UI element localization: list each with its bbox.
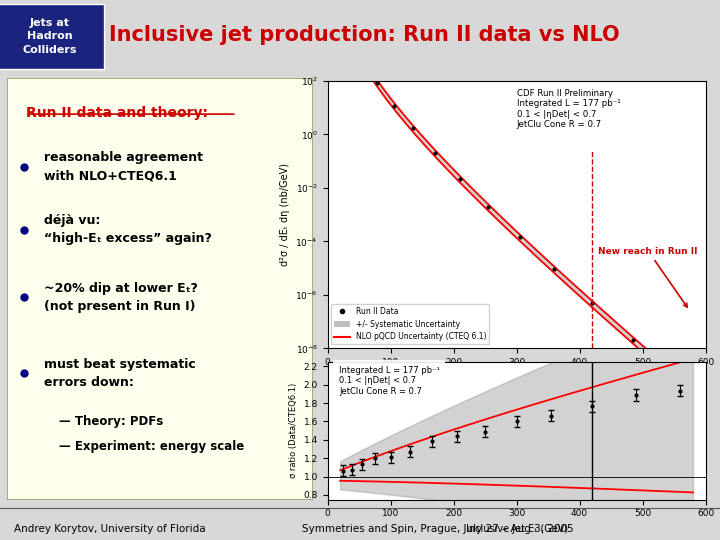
Text: CDF Run II Preliminary
Integrated L = 177 pb⁻¹
0.1 < |ηDet| < 0.7
JetClu Cone R : CDF Run II Preliminary Integrated L = 17… [517, 89, 621, 129]
Text: ~20% dip at lower Eₜ?
(not present in Run I): ~20% dip at lower Eₜ? (not present in Ru… [44, 282, 198, 313]
Text: New reach in Run II: New reach in Run II [598, 247, 698, 307]
Text: must beat systematic
errors down:: must beat systematic errors down: [44, 357, 196, 389]
Y-axis label: σ ratio (Data/CTEQ6.1): σ ratio (Data/CTEQ6.1) [289, 383, 298, 478]
Text: Jets at
Hadron
Colliders: Jets at Hadron Colliders [22, 18, 77, 55]
Y-axis label: d²σ / dEₜ dη (nb/GeV): d²σ / dEₜ dη (nb/GeV) [280, 163, 289, 266]
X-axis label: Inclusive Jet Eₜ (GeV): Inclusive Jet Eₜ (GeV) [466, 524, 567, 534]
Text: Symmetries and Spin, Prague, July 27 – Aug 3, 2005: Symmetries and Spin, Prague, July 27 – A… [302, 524, 574, 534]
Text: Integrated L = 177 pb⁻¹
0.1 < |ηDet| < 0.7
JetClu Cone R = 0.7: Integrated L = 177 pb⁻¹ 0.1 < |ηDet| < 0… [339, 366, 440, 396]
Text: Inclusive jet production: Run II data vs NLO: Inclusive jet production: Run II data vs… [109, 25, 620, 45]
Text: reasonable agreement
with NLO+CTEQ6.1: reasonable agreement with NLO+CTEQ6.1 [44, 151, 203, 183]
Legend: Run II Data, +/- Systematic Uncertainty, NLO pQCD Uncertainty (CTEQ 6.1): Run II Data, +/- Systematic Uncertainty,… [331, 303, 490, 345]
Text: Andrey Korytov, University of Florida: Andrey Korytov, University of Florida [14, 524, 206, 534]
Text: — Theory: PDFs: — Theory: PDFs [59, 415, 163, 428]
FancyBboxPatch shape [0, 4, 104, 69]
X-axis label: Inclusive Jet Eₜ (GeV): Inclusive Jet Eₜ (GeV) [466, 373, 567, 382]
Text: Run II data and theory:: Run II data and theory: [26, 106, 207, 120]
Text: déjà vu:
“high-Eₜ excess” again?: déjà vu: “high-Eₜ excess” again? [44, 214, 212, 246]
Text: — Experiment: energy scale: — Experiment: energy scale [59, 440, 245, 454]
